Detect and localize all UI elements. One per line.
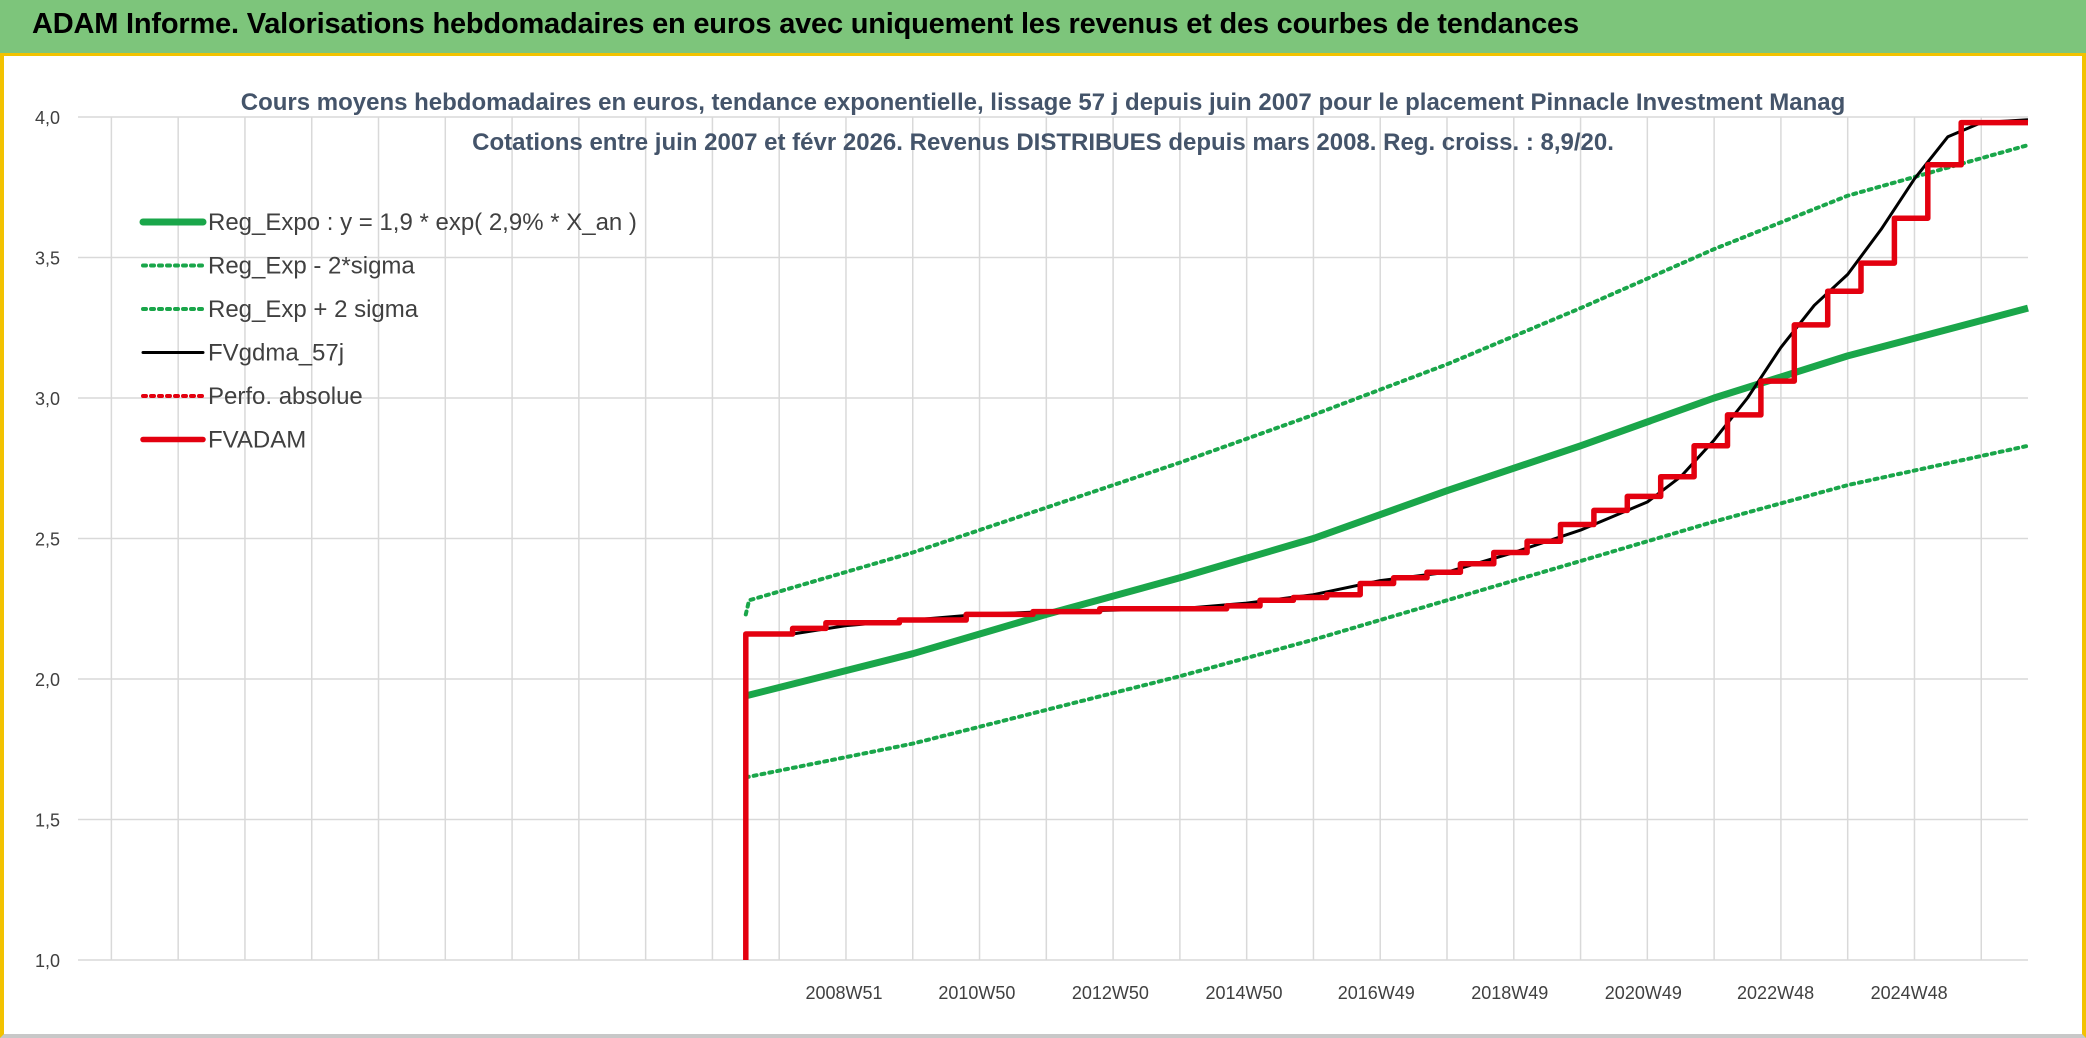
series-line: [743, 119, 2028, 960]
chart-series: [743, 118, 2030, 960]
y-tick-label: 2,0: [35, 670, 60, 690]
x-tick-label: 2008W51: [805, 983, 882, 1003]
y-tick-label: 3,0: [35, 389, 60, 409]
report-header: ADAM Informe. Valorisations hebdomadaire…: [0, 0, 2086, 56]
x-tick-label: 2018W49: [1471, 983, 1548, 1003]
x-tick-label: 2020W49: [1605, 983, 1682, 1003]
series-line: [743, 443, 2030, 780]
chart-legend: Reg_Expo : y = 1,9 * exp( 2,9% * X_an ) R…: [139, 209, 637, 454]
legend-label: Reg_Expo : y = 1,9 * exp( 2,9% * X_an ): [208, 209, 637, 236]
chart-grid: [78, 116, 2028, 961]
legend-label: Perfo. absolue: [208, 383, 363, 410]
x-tick-label: 2010W50: [938, 983, 1015, 1003]
legend-label: FVgdma_57j: [208, 340, 344, 367]
x-tick-label: 2022W48: [1737, 983, 1814, 1003]
x-tick-label: 2014W50: [1205, 983, 1282, 1003]
series-line: [744, 304, 2029, 700]
x-tick-label: 2024W48: [1871, 983, 1948, 1003]
chart-title: Cours moyens hebdomadaires en euros, ten…: [241, 89, 1846, 116]
y-tick-label: 1,0: [35, 951, 60, 971]
report-title: ADAM Informe. Valorisations hebdomadaire…: [32, 8, 1579, 40]
y-tick-label: 4,0: [35, 108, 60, 128]
x-axis-ticks: 2008W51 2010W50 2012W50 2014W50 2016W49 2018W…: [805, 983, 1947, 1003]
y-tick-label: 1,5: [35, 811, 60, 831]
y-tick-label: 2,5: [35, 530, 60, 550]
y-tick-label: 3,5: [35, 249, 60, 269]
legend-label: Reg_Exp - 2*sigma: [208, 253, 415, 280]
series-line: [752, 118, 2029, 636]
legend-label: Reg_Exp + 2 sigma: [208, 296, 419, 323]
y-axis-ticks: 1,0 1,5 2,0 2,5 3,0 3,5 4,0: [35, 108, 60, 971]
x-tick-label: 2016W49: [1338, 983, 1415, 1003]
chart-subtitle: Cotations entre juin 2007 et févr 2026. …: [472, 129, 1614, 156]
legend-label: FVADAM: [208, 427, 306, 454]
series-line: [743, 143, 2030, 617]
x-tick-label: 2012W50: [1072, 983, 1149, 1003]
